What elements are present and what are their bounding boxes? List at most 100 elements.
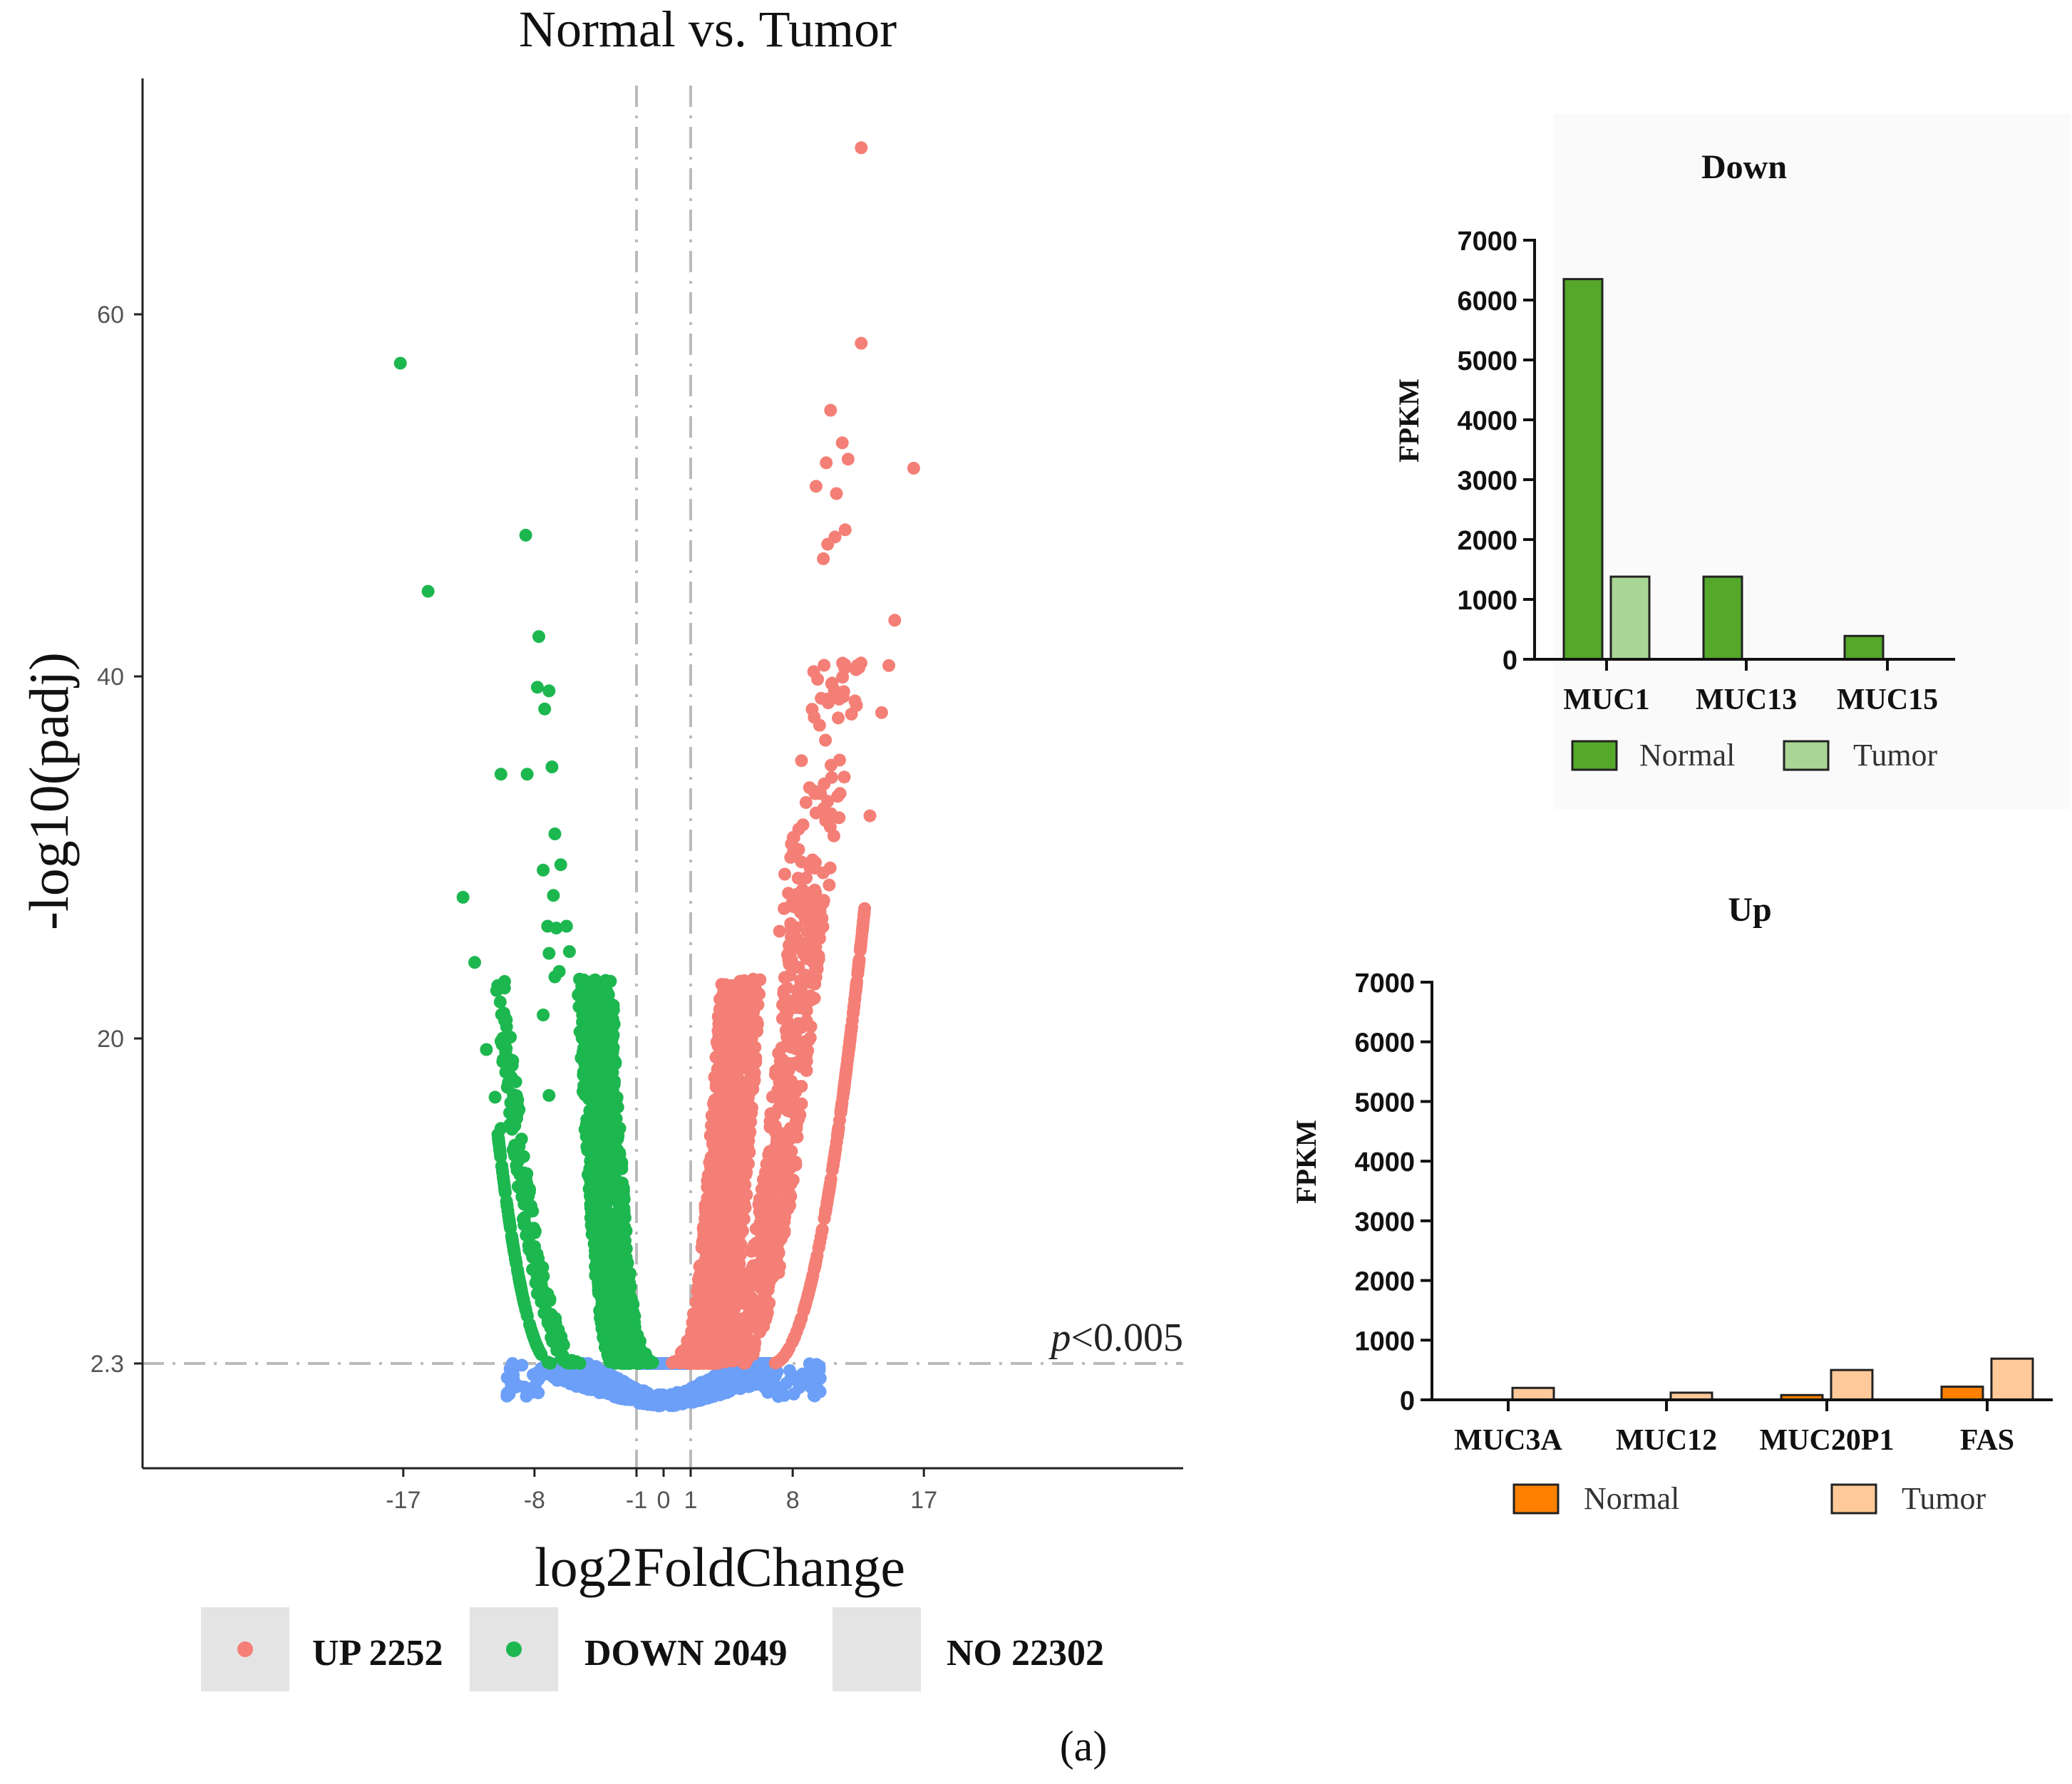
up-point bbox=[783, 1179, 796, 1192]
up-point bbox=[706, 1330, 720, 1344]
up-point bbox=[799, 795, 813, 809]
up-point bbox=[759, 1207, 773, 1221]
down-point bbox=[515, 1133, 528, 1146]
down-point bbox=[498, 1186, 512, 1200]
up-point bbox=[719, 1088, 733, 1101]
up-point bbox=[828, 1148, 841, 1162]
down-y-tick-label: 3000 bbox=[1457, 466, 1517, 496]
up-point bbox=[888, 614, 902, 627]
up-x-tick-label: FAS bbox=[1960, 1424, 2014, 1457]
up-point bbox=[783, 949, 797, 962]
down-point bbox=[506, 1143, 520, 1157]
up-point bbox=[695, 1241, 708, 1254]
up-point bbox=[738, 1043, 752, 1056]
up-point bbox=[782, 1145, 795, 1158]
up-y-tick-label: 7000 bbox=[1354, 969, 1415, 999]
down-bar-normal bbox=[1562, 278, 1604, 661]
up-point bbox=[751, 1015, 763, 1028]
up-bar-tumor bbox=[1511, 1386, 1555, 1401]
down-point bbox=[530, 681, 544, 694]
up-point bbox=[816, 920, 830, 934]
up-point bbox=[777, 984, 790, 997]
down-point bbox=[512, 1272, 526, 1286]
down-point bbox=[609, 1057, 622, 1071]
up-point bbox=[775, 1132, 789, 1145]
down-point bbox=[609, 1344, 623, 1357]
up-point bbox=[842, 1041, 856, 1055]
up-point bbox=[706, 1126, 720, 1140]
up-point bbox=[748, 1238, 761, 1252]
up-point bbox=[809, 480, 823, 493]
up-point bbox=[752, 1280, 766, 1294]
down-point bbox=[615, 1215, 628, 1228]
up-point bbox=[782, 887, 795, 900]
up-point bbox=[838, 658, 852, 671]
down-point bbox=[579, 1043, 593, 1056]
down-point bbox=[581, 997, 594, 1011]
up-point bbox=[789, 1155, 803, 1169]
up-point bbox=[755, 1313, 768, 1326]
up-point bbox=[844, 1028, 857, 1041]
up-point bbox=[716, 1071, 729, 1085]
down-point bbox=[589, 973, 602, 986]
legend-no-key bbox=[833, 1607, 921, 1691]
up-point bbox=[710, 1143, 723, 1157]
up-point bbox=[907, 461, 920, 475]
up-point bbox=[790, 1130, 804, 1144]
no-point bbox=[639, 1386, 651, 1399]
up-point bbox=[754, 1247, 768, 1261]
up-point bbox=[816, 866, 830, 880]
up-point bbox=[792, 842, 805, 856]
up-legend-tumor-swatch bbox=[1830, 1483, 1877, 1515]
down-point bbox=[532, 630, 545, 644]
up-point bbox=[713, 1059, 726, 1073]
up-point bbox=[766, 1165, 778, 1178]
down-point bbox=[500, 1059, 513, 1073]
up-point bbox=[806, 1269, 820, 1283]
down-point bbox=[468, 956, 481, 969]
down-point bbox=[593, 994, 607, 1007]
no-point bbox=[648, 1396, 661, 1409]
up-point bbox=[809, 806, 823, 820]
up-point bbox=[796, 818, 810, 832]
up-point bbox=[736, 1290, 750, 1304]
threshold-annotation: p<0.005 bbox=[1048, 1316, 1183, 1360]
up-point bbox=[857, 909, 870, 923]
up-point bbox=[825, 758, 837, 772]
down-x-tick-label: MUC1 bbox=[1563, 684, 1649, 716]
up-legend-normal-label: Normal bbox=[1584, 1481, 1679, 1516]
down-point bbox=[594, 1129, 607, 1143]
down-bar-chart: Down FPKM 01000200030004000500060007000 … bbox=[1393, 114, 2071, 809]
up-point bbox=[821, 795, 835, 808]
down-point bbox=[532, 1252, 545, 1265]
up-point bbox=[817, 552, 830, 565]
up-point bbox=[736, 1087, 749, 1100]
no-point bbox=[676, 1390, 690, 1403]
up-point bbox=[692, 1349, 705, 1363]
down-legend: Normal Tumor bbox=[1571, 738, 1938, 773]
up-point bbox=[760, 1195, 773, 1209]
up-bars bbox=[1511, 1357, 2034, 1401]
up-point bbox=[707, 1341, 721, 1355]
up-point bbox=[805, 886, 819, 899]
up-point bbox=[781, 1202, 795, 1216]
up-chart-y-label: FPKM bbox=[1290, 1120, 1322, 1204]
up-point bbox=[721, 998, 735, 1011]
up-point bbox=[795, 754, 808, 768]
down-point bbox=[505, 1231, 519, 1244]
down-point bbox=[509, 1252, 522, 1265]
down-point bbox=[488, 1090, 502, 1104]
down-point bbox=[619, 1355, 632, 1368]
up-point bbox=[743, 1125, 757, 1138]
down-point bbox=[535, 1348, 548, 1361]
up-legend-tumor-label: Tumor bbox=[1902, 1481, 1986, 1516]
up-point bbox=[730, 1024, 743, 1037]
up-point bbox=[738, 1107, 751, 1120]
down-point bbox=[606, 1161, 619, 1175]
up-point bbox=[819, 733, 833, 747]
up-point bbox=[775, 1012, 789, 1026]
no-point bbox=[767, 1383, 780, 1397]
down-y-tick-label: 2000 bbox=[1457, 526, 1517, 556]
